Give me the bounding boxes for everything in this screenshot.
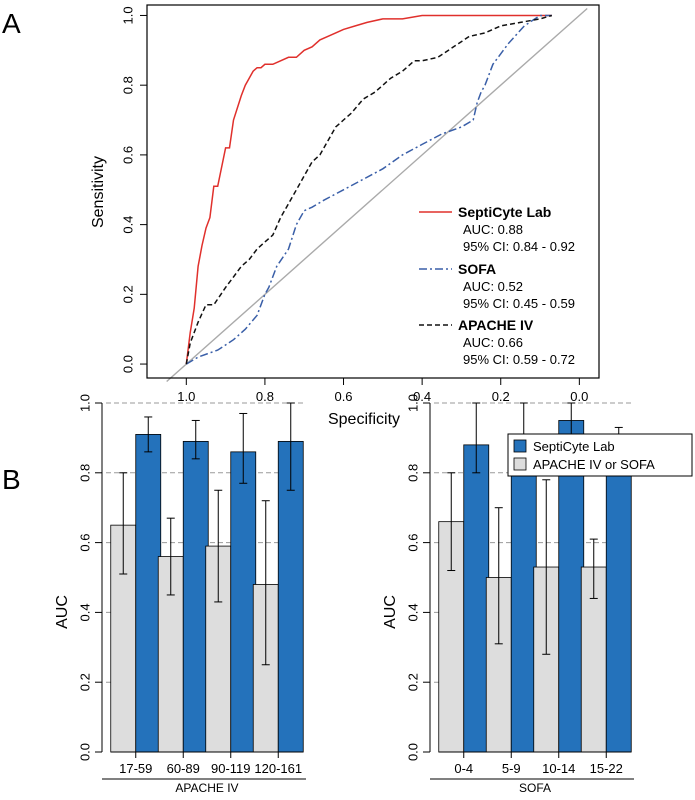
- roc-y-tick-label: 0.6: [120, 146, 135, 164]
- sofa-panel-bar-septicyte: [605, 444, 632, 753]
- roc-plot-frame: [146, 4, 600, 379]
- auc-bar-chart-apache: AUC APACHE IV 0.0 0.2 0.4 0.6 0.8 1.0 17-59 60-…: [54, 394, 306, 795]
- roc-legend: SeptiCyte Lab AUC: 0.88 95% CI: 0.84 - 0…: [419, 204, 575, 367]
- panel-label-b: B: [2, 464, 21, 495]
- roc-x-axis-title: Specificity: [328, 411, 400, 428]
- bar-legend-label-comparator: APACHE IV or SOFA: [533, 457, 655, 472]
- roc-y-tick-label: 0.8: [120, 76, 135, 94]
- apache-panel-y-tick-label: 0.8: [77, 464, 92, 482]
- roc-x-tick-label: 1.0: [177, 389, 195, 404]
- legend-auc-sofa: AUC: 0.52: [463, 279, 523, 294]
- sofa-panel-y-tick-label: 0.2: [405, 673, 420, 691]
- roc-x-tick-label: 0.0: [570, 389, 588, 404]
- apache-panel-category-label: 60-89: [167, 761, 200, 776]
- legend-ci-septicyte: 95% CI: 0.84 - 0.92: [463, 239, 575, 254]
- bar-legend: SeptiCyte Lab APACHE IV or SOFA: [507, 433, 693, 477]
- apache-panel-y-tick-label: 0.6: [77, 534, 92, 552]
- roc-line-apache: [185, 14, 553, 365]
- sofa-panel-y-tick-label: 0.0: [405, 743, 420, 761]
- bar-group-label-apache: APACHE IV: [175, 781, 238, 795]
- roc-y-tick-label: 0.4: [120, 216, 135, 234]
- bar-legend-box: [507, 433, 693, 477]
- legend-name-sofa: SOFA: [458, 261, 496, 277]
- roc-y-tick-label: 0.2: [120, 285, 135, 303]
- roc-y-axis-title: Sensitivity: [90, 156, 107, 228]
- bar-legend-swatch-septicyte: [513, 439, 527, 453]
- legend-ci-sofa: 95% CI: 0.45 - 0.59: [463, 296, 575, 311]
- roc-x-tick-label: 0.6: [334, 389, 352, 404]
- apache-panel-y-tick-label: 0.4: [77, 603, 92, 621]
- sofa-panel-bar-septicyte: [463, 444, 490, 753]
- sofa-panel-y-tick-label: 0.8: [405, 464, 420, 482]
- sofa-panel-category-label: 0-4: [454, 761, 473, 776]
- roc-reference-diagonal: [166, 7, 588, 383]
- apache-panel-category-label: 90-119: [211, 761, 251, 776]
- apache-panel-y-tick-label: 0.2: [77, 673, 92, 691]
- apache-panel-category-label: 17-59: [119, 761, 152, 776]
- sofa-panel-category-label: 10-14: [542, 761, 575, 776]
- legend-auc-septicyte: AUC: 0.88: [463, 222, 523, 237]
- apache-panel-bar-septicyte: [182, 440, 209, 753]
- sofa-panel-category-label: 5-9: [502, 761, 521, 776]
- roc-line-sofa: [185, 14, 552, 365]
- roc-x-tick-label: 0.8: [256, 389, 274, 404]
- sofa-panel-category-label: 15-22: [590, 761, 623, 776]
- sofa-panel-y-tick-label: 1.0: [405, 394, 420, 412]
- roc-y-tick-label: 1.0: [120, 6, 135, 24]
- apache-panel-bar-septicyte: [230, 451, 257, 753]
- apache-panel-bar-septicyte: [135, 434, 162, 753]
- bar-y-axis-title-right: AUC: [382, 595, 399, 629]
- bar-legend-label-septicyte: SeptiCyte Lab: [533, 439, 615, 454]
- bar-y-axis-title-left: AUC: [54, 595, 71, 629]
- roc-x-tick-label: 0.4: [413, 389, 431, 404]
- legend-name-septicyte: SeptiCyte Lab: [458, 204, 551, 220]
- apache-panel-category-label: 120-161: [254, 761, 302, 776]
- bar-group-label-sofa: SOFA: [519, 781, 551, 795]
- roc-x-tick-label: 0.2: [492, 389, 510, 404]
- roc-line-septicyte: [185, 14, 552, 365]
- apache-panel-y-tick-label: 1.0: [77, 394, 92, 412]
- roc-chart: 1.0 0.8 0.6 0.4 0.2 0.0 0.0 0.2 0.4 0.6 0.8 1.0 Spe…: [90, 4, 600, 428]
- bar-legend-swatch-comparator: [513, 457, 527, 471]
- legend-name-apache: APACHE IV: [458, 317, 534, 333]
- legend-auc-apache: AUC: 0.66: [463, 335, 523, 350]
- sofa-panel-y-tick-label: 0.6: [405, 534, 420, 552]
- apache-panel-y-tick-label: 0.0: [77, 743, 92, 761]
- sofa-panel-y-tick-label: 0.4: [405, 603, 420, 621]
- sofa-panel-bar-septicyte: [510, 434, 537, 753]
- legend-ci-apache: 95% CI: 0.59 - 0.72: [463, 352, 575, 367]
- roc-y-tick-label: 0.0: [120, 355, 135, 373]
- panel-label-a: A: [2, 8, 21, 39]
